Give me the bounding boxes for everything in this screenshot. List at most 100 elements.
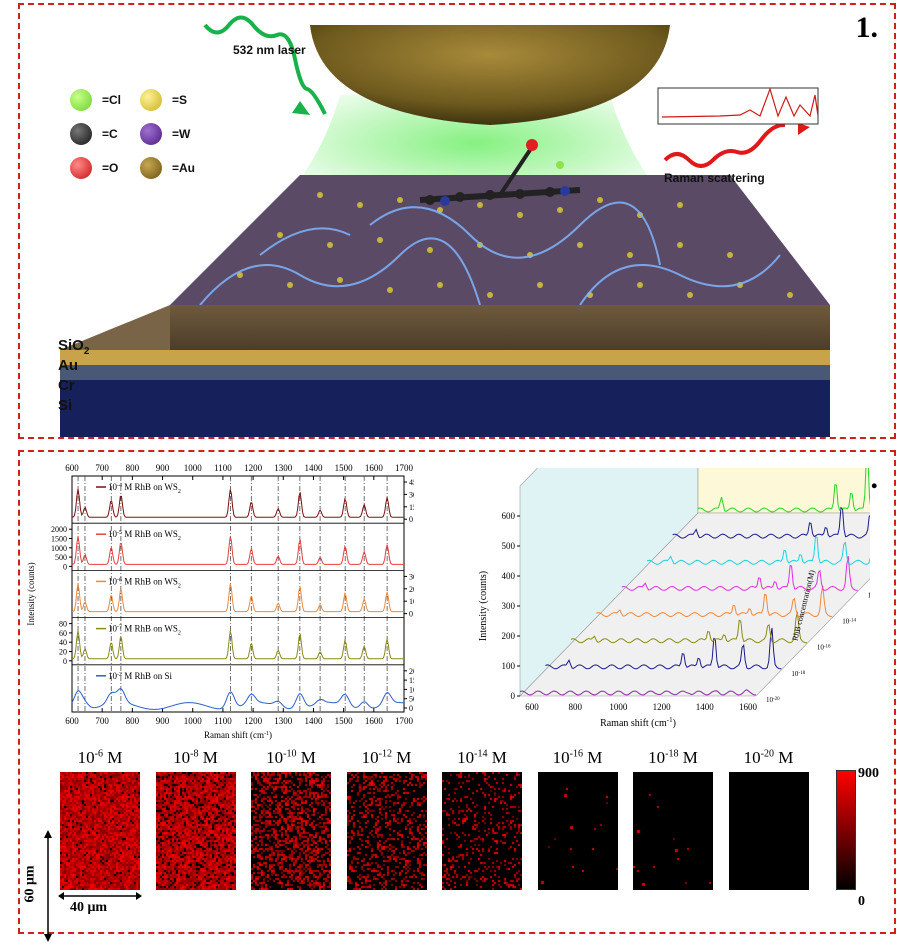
legend-label: =W: [172, 127, 191, 141]
layer-label: Cr: [58, 377, 75, 394]
colorbar-min: 0: [858, 894, 865, 909]
y-tick-label: 0: [63, 562, 67, 571]
map-title: 10-20 M: [743, 748, 794, 767]
y-tick-label: 100: [409, 685, 414, 694]
legend-label: =S: [172, 93, 188, 107]
raman-map: [251, 772, 331, 890]
layer-label-sio2: SiO2: [58, 337, 90, 357]
colorbar-max: 900: [858, 766, 879, 781]
c-atom-swatch: [70, 123, 92, 145]
y-tick-label: 20: [59, 648, 67, 657]
laser-label: 532 nm laser: [233, 43, 306, 57]
raman-map: [155, 772, 236, 890]
y-tick-label: 100: [409, 597, 414, 606]
x-tick-label: 1500: [335, 716, 354, 726]
legend-label: =Cl: [102, 93, 122, 107]
y-tick-label: 400: [502, 571, 516, 581]
y-tick-label: 3000: [409, 490, 414, 499]
z-tick-label: 10-14: [842, 618, 856, 626]
y-tick-label: 2000: [51, 525, 67, 534]
x-tick-label: 600: [525, 702, 539, 712]
map-title: 10-14 M: [457, 748, 507, 767]
x-tick-label: 1400: [696, 702, 715, 712]
series-label: 10-6 M RhB on WS2: [108, 576, 181, 589]
scale-y-label: 60 μm: [22, 865, 38, 903]
y-axis-label: Intensity (counts): [26, 562, 36, 625]
colorbar: [836, 770, 856, 890]
x-tick-label-top: 1100: [214, 463, 232, 473]
raman-map: [442, 772, 522, 890]
z-tick-label: 10-20: [766, 696, 780, 704]
scale-x: 40 μm: [58, 888, 142, 928]
x-tick-label-top: 1600: [365, 463, 384, 473]
y-tick-label: 500: [55, 553, 67, 562]
y-tick-label: 0: [511, 691, 516, 701]
x-tick-label: 800: [568, 702, 582, 712]
x-tick-label: 1600: [739, 702, 758, 712]
x-tick-label-top: 1000: [184, 463, 203, 473]
y-tick-label: 4500: [409, 478, 414, 487]
y-tick-label: 100: [502, 661, 516, 671]
panel-1-schematic: 1.: [18, 3, 896, 439]
y-tick-label: 0: [63, 657, 67, 666]
x-tick-label-top: 1400: [304, 463, 323, 473]
waterfall-line: [545, 627, 782, 670]
x-tick-label: 1700: [395, 716, 414, 726]
y-tick-label: 60: [59, 629, 67, 638]
layer-label: Si: [58, 397, 73, 414]
o-atom-swatch: [70, 157, 92, 179]
z-tick-label: 10-12: [868, 591, 870, 599]
x-tick-label: 1200: [244, 716, 263, 726]
layer-label: Au: [58, 357, 78, 374]
series-label: 10-4 M RhB on WS2: [108, 482, 181, 495]
x-tick-label-top: 900: [156, 463, 170, 473]
w-atom-swatch: [140, 123, 162, 145]
spectrum-line: [71, 630, 404, 660]
x-tick-label-top: 800: [126, 463, 140, 473]
s-atom-swatch: [140, 89, 162, 111]
legend-label: =C: [102, 127, 118, 141]
x-tick-label-top: 600: [65, 463, 79, 473]
y-tick-label: 1500: [409, 503, 414, 512]
z-tick-label: 10-18: [791, 670, 805, 678]
y-tick-label: 150: [409, 676, 414, 685]
x-tick-label-top: 1500: [335, 463, 354, 473]
x-tick-label: 1600: [365, 716, 384, 726]
x-tick-label: 1300: [274, 716, 293, 726]
cl-atom-swatch: [70, 89, 92, 111]
spectrum-line: [71, 688, 405, 710]
y-tick-label: 300: [502, 601, 516, 611]
x-axis-label: Raman shift (cm-1): [204, 730, 272, 740]
map-title: 10-12 M: [361, 748, 412, 767]
y-tick-label: 600: [502, 511, 516, 521]
series-label: 10-2 M RhB on Si: [108, 671, 173, 681]
y-tick-label: 200: [409, 585, 414, 594]
spectrum-line: [71, 488, 404, 518]
map-title: 10-8 M: [173, 748, 218, 767]
waterfall-chart: 0 100 200 300 400 500 600 Intensity (counts) 600…: [478, 468, 870, 729]
stacked-spectra-chart: 6006007007008008009009001000100011001100…: [26, 463, 414, 740]
series-label: 10-5 M RhB on WS2: [108, 529, 181, 542]
map-title: 10-16 M: [552, 748, 603, 767]
y-tick-label: 50: [409, 695, 414, 704]
y-tick-label: 0: [409, 610, 413, 619]
panel-number: 1.: [855, 11, 879, 44]
x-tick-label: 800: [126, 716, 140, 726]
raman-map: [633, 772, 713, 890]
x-tick-label: 1100: [214, 716, 232, 726]
spectrum-line: [71, 536, 404, 565]
y-tick-label: 1500: [51, 535, 67, 544]
x-tick-label: 700: [95, 716, 109, 726]
y-tick-label: 1000: [51, 544, 67, 553]
plot-frame: [71, 475, 405, 713]
map-title: 10-6 M: [77, 748, 123, 767]
x-tick-label-top: 1200: [244, 463, 263, 473]
y-tick-label: 200: [502, 631, 516, 641]
scale-y: 60 μm: [23, 830, 58, 942]
raman-map: [346, 772, 427, 890]
map-title: 10-18 M: [648, 748, 698, 767]
x-tick-label: 1200: [653, 702, 672, 712]
raman-label: Raman scattering: [664, 171, 765, 185]
y-tick-label: 0: [409, 704, 413, 713]
series-label: 10-7 M RhB on WS2: [108, 624, 181, 637]
